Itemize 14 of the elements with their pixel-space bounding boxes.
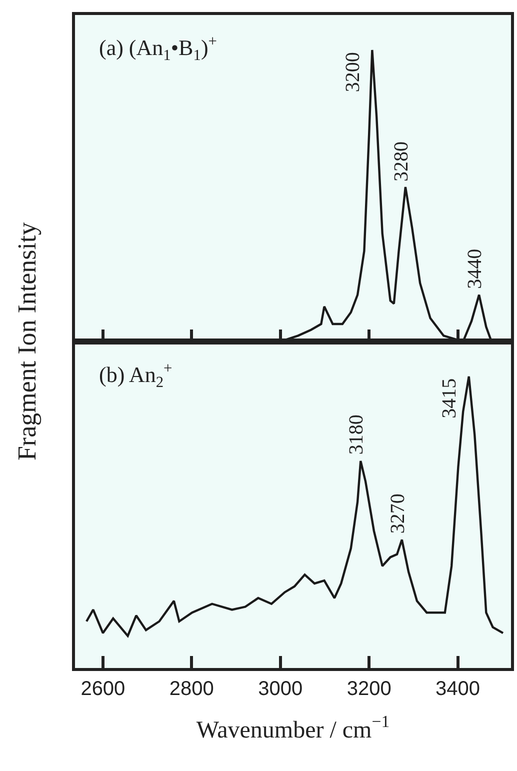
x-tick-label: 2600 — [80, 678, 126, 700]
annotation: 3280 — [390, 141, 412, 182]
annotation: 3440 — [464, 248, 486, 289]
x-tick-label: 2800 — [169, 678, 214, 700]
annotation: 3180 — [346, 414, 368, 455]
annotation: 3270 — [387, 494, 410, 534]
x-tick-label: 3200 — [346, 678, 392, 700]
x-tick-label: 3400 — [436, 678, 480, 700]
annotation: 3200 — [342, 52, 364, 92]
chart-title: (a) (An$_{1}$•B$_{1}$)$^{+}$ — [99, 33, 217, 64]
x-tick-label: 3000 — [258, 678, 303, 700]
x-axis-title: Wavenumber / cm$^{−1}$ — [196, 712, 390, 744]
annotation: 3415 — [438, 378, 460, 418]
y-axis-title: Fragment Ion Intensity — [12, 222, 42, 461]
